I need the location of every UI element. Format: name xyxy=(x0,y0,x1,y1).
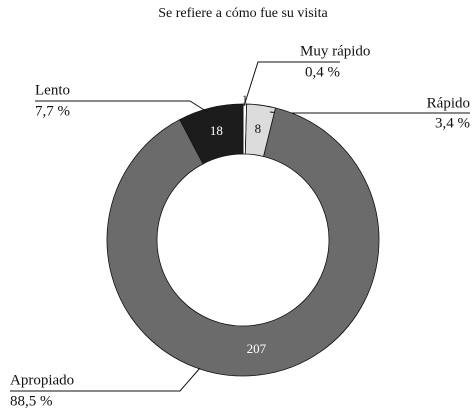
category-label: Lento xyxy=(35,82,70,98)
percent-label: 7,7 % xyxy=(35,103,70,119)
leader-line xyxy=(243,61,340,107)
category-label: Muy rápido xyxy=(300,43,370,59)
percent-label: 88,5 % xyxy=(10,393,53,409)
chart-title: Se refiere a cómo fue su visita xyxy=(158,6,328,21)
percent-label: 3,4 % xyxy=(435,115,470,131)
leader-line xyxy=(269,111,470,114)
donut-segment xyxy=(106,107,380,377)
donut-segment xyxy=(179,103,244,165)
leader-line xyxy=(10,367,201,392)
segment-value-label: 8 xyxy=(255,121,262,136)
segment-value-label: 1 xyxy=(242,94,248,106)
category-label: Rápido xyxy=(427,95,470,111)
segment-value-label: 207 xyxy=(247,341,267,356)
category-label: Apropiado xyxy=(10,372,74,388)
segment-value-label: 18 xyxy=(210,123,223,138)
leader-line xyxy=(35,100,210,114)
percent-label: 0,4 % xyxy=(305,64,340,80)
